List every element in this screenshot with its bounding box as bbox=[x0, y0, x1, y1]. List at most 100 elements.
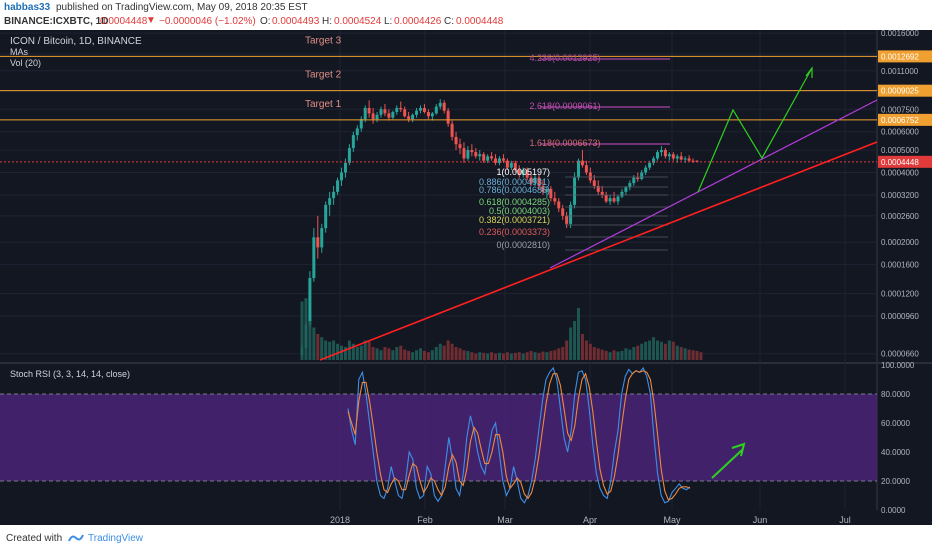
volume-bar bbox=[545, 352, 549, 360]
candle-body bbox=[537, 177, 541, 186]
volume-bar bbox=[351, 343, 355, 360]
volume-bar bbox=[340, 345, 343, 360]
projection-arrowhead bbox=[805, 66, 813, 78]
candle-body bbox=[577, 160, 580, 178]
candle-body bbox=[347, 148, 351, 163]
candle-body bbox=[324, 204, 328, 229]
volume-bar bbox=[505, 352, 509, 360]
candle-body bbox=[612, 198, 616, 202]
price-tick-label: 0.0002000 bbox=[881, 238, 919, 247]
rsi-tick-label: 100.0000 bbox=[881, 361, 915, 370]
rsi-tick-label: 20.0000 bbox=[881, 477, 910, 486]
time-tick-label: Feb bbox=[417, 515, 433, 525]
volume-bar bbox=[320, 337, 324, 360]
candle-body bbox=[632, 177, 636, 184]
down-arrow-icon: ▼ bbox=[146, 15, 156, 26]
price-marker-badge bbox=[878, 113, 932, 126]
purple-trendline bbox=[549, 99, 878, 269]
candle-body bbox=[395, 107, 399, 113]
volume-bar bbox=[375, 348, 379, 360]
target-label: Target 3 bbox=[305, 35, 342, 46]
fib-extension-label: 2.618(0.0009061) bbox=[529, 101, 600, 111]
volume-bar bbox=[501, 353, 505, 360]
volume-bar bbox=[399, 345, 403, 360]
volume-bar bbox=[355, 347, 359, 360]
price-change: −0.0000046 (−1.02%) bbox=[159, 16, 256, 27]
candle-body bbox=[415, 110, 419, 115]
volume-bar bbox=[683, 348, 687, 360]
candle-body bbox=[549, 188, 553, 199]
candle-body bbox=[675, 156, 679, 159]
chart-header: habbas33 published on TradingView.com, M… bbox=[0, 0, 932, 30]
candle-body bbox=[505, 160, 509, 168]
volume-bar bbox=[316, 334, 320, 360]
candle-body bbox=[557, 201, 561, 209]
candle-body bbox=[691, 160, 695, 162]
volume-bar bbox=[640, 343, 644, 360]
candle-body bbox=[695, 160, 699, 162]
volume-bar bbox=[490, 352, 494, 360]
price-tick-label: 0.0007500 bbox=[881, 105, 919, 114]
volume-bar bbox=[608, 352, 612, 360]
candle-body bbox=[494, 158, 498, 163]
volume-bar bbox=[478, 352, 482, 360]
fib-retracement-label: 0.886(0.0004931) bbox=[479, 177, 550, 187]
volume-bar bbox=[430, 350, 434, 360]
volume-bar bbox=[521, 353, 525, 360]
fib-retracement-label: 0.618(0.0004285) bbox=[479, 197, 550, 207]
candle-body bbox=[446, 110, 450, 124]
volume-bar bbox=[328, 341, 332, 360]
price-marker-badge bbox=[878, 155, 932, 168]
candle-body bbox=[561, 208, 565, 216]
candle-body bbox=[545, 188, 549, 192]
candle-body bbox=[565, 215, 569, 224]
candle-body bbox=[608, 198, 612, 202]
volume-bar bbox=[573, 321, 577, 360]
price-tick-label: 0.0001600 bbox=[881, 261, 919, 270]
chart-canvas[interactable]: 0.00160000.00130000.00110000.00090000.00… bbox=[0, 30, 932, 525]
legend-mas: MAs bbox=[10, 47, 29, 57]
candle-body bbox=[592, 180, 596, 186]
candle-body bbox=[600, 191, 604, 195]
last-price: 0.0004448 bbox=[100, 16, 148, 27]
fib-extension-label: 4.236(0.0012925) bbox=[529, 53, 600, 63]
volume-bar bbox=[691, 350, 695, 360]
price-tick-label: 0.0000660 bbox=[881, 350, 919, 359]
candle-body bbox=[648, 162, 652, 168]
volume-bar bbox=[541, 351, 545, 360]
author-name[interactable]: habbas33 bbox=[4, 2, 51, 13]
volume-bar bbox=[525, 352, 529, 360]
volume-bar bbox=[659, 341, 663, 360]
candle-body bbox=[328, 198, 332, 205]
price-tick-label: 0.0006000 bbox=[881, 128, 919, 137]
volume-bar bbox=[644, 341, 648, 360]
volume-bar bbox=[553, 350, 557, 360]
volume-bar bbox=[699, 352, 703, 360]
volume-bar bbox=[679, 347, 683, 360]
volume-bar bbox=[561, 347, 565, 360]
footer: Created with TradingView bbox=[0, 525, 932, 550]
candle-body bbox=[644, 167, 648, 173]
rsi-arrow-shaft bbox=[711, 449, 743, 479]
time-tick-label: Mar bbox=[497, 515, 513, 525]
candle-body bbox=[340, 172, 343, 181]
candle-body bbox=[462, 148, 466, 159]
candle-body bbox=[667, 154, 671, 157]
price-tick-label: 0.0016000 bbox=[881, 30, 919, 38]
candle-body bbox=[454, 136, 458, 145]
volume-bar bbox=[363, 340, 367, 360]
candle-body bbox=[332, 191, 336, 199]
volume-bar bbox=[695, 350, 699, 360]
volume-bar bbox=[446, 340, 450, 360]
volume-bar bbox=[343, 347, 347, 360]
low-value: 0.0004426 bbox=[394, 16, 442, 27]
tradingview-brand[interactable]: TradingView bbox=[88, 533, 144, 544]
candle-body bbox=[434, 106, 438, 114]
price-tick-label: 0.0005000 bbox=[881, 146, 919, 155]
candle-body bbox=[525, 170, 529, 178]
candle-body bbox=[663, 150, 667, 157]
time-tick-label: Jul bbox=[839, 515, 851, 525]
price-marker-badge bbox=[878, 50, 932, 63]
candle-body bbox=[312, 237, 316, 279]
volume-bar bbox=[596, 348, 600, 360]
